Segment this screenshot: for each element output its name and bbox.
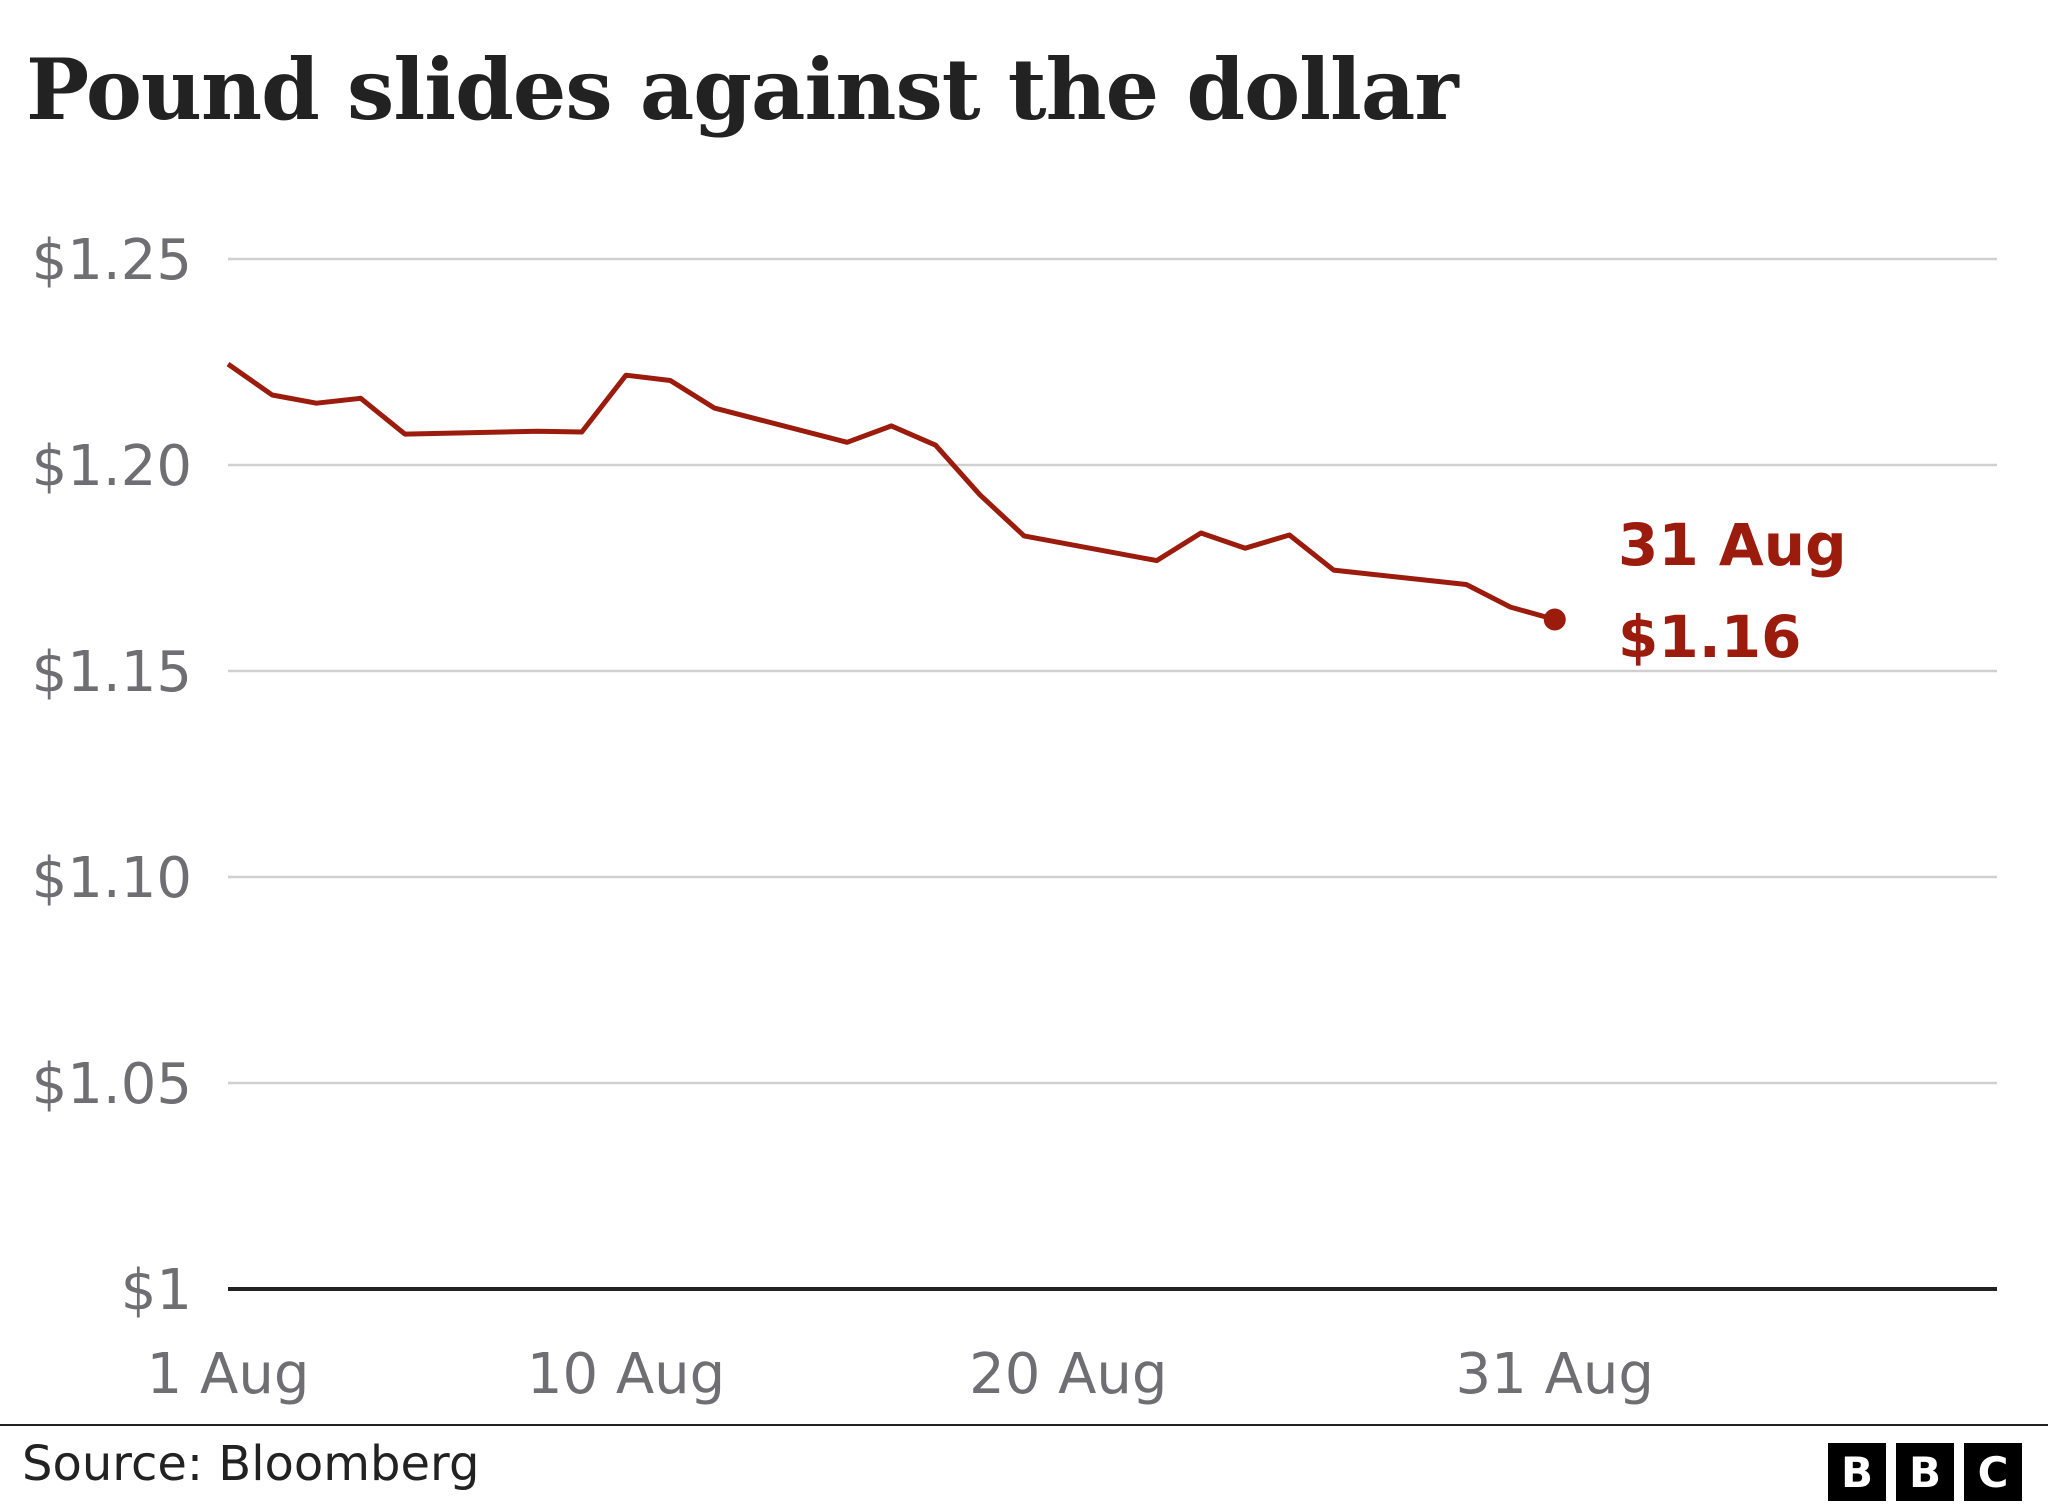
- source-note: Source: Bloomberg: [22, 1436, 480, 1492]
- gbp-usd-line: [226, 362, 1556, 622]
- chart-title: Pound slides against the dollar: [26, 40, 1459, 139]
- y-axis-ticks: $1.25 $1.20 $1.15 $1.10 $1.05 $1: [32, 228, 192, 1323]
- bbc-logo: B B C: [1828, 1443, 2022, 1501]
- footer-divider: [0, 1424, 2048, 1426]
- logo-letter: B: [1828, 1443, 1886, 1501]
- logo-letter: B: [1896, 1443, 1954, 1501]
- y-tick-label: $1.25: [32, 228, 192, 293]
- x-tick-label: 20 Aug: [969, 1342, 1167, 1407]
- y-tick-label: $1.15: [32, 640, 192, 705]
- x-tick-label: 10 Aug: [527, 1342, 725, 1407]
- annotation-date: 31 Aug: [1618, 511, 1847, 579]
- annotation-value: $1.16: [1618, 603, 1801, 671]
- y-tick-label: $1.05: [32, 1052, 192, 1117]
- y-tick-label: $1.20: [32, 434, 192, 499]
- end-point-marker: [1543, 608, 1566, 631]
- x-tick-label: 31 Aug: [1456, 1342, 1654, 1407]
- gridlines: [228, 257, 1997, 1085]
- logo-letter: C: [1964, 1443, 2022, 1501]
- x-axis-ticks: 1 Aug 10 Aug 20 Aug 31 Aug: [147, 1342, 1654, 1407]
- x-tick-label: 1 Aug: [147, 1342, 310, 1407]
- line-chart: $1.25 $1.20 $1.15 $1.10 $1.05 $1 1 Aug 10 Aug 2…: [32, 228, 1997, 1407]
- y-tick-label: $1: [121, 1258, 192, 1323]
- y-tick-label: $1.10: [32, 846, 192, 911]
